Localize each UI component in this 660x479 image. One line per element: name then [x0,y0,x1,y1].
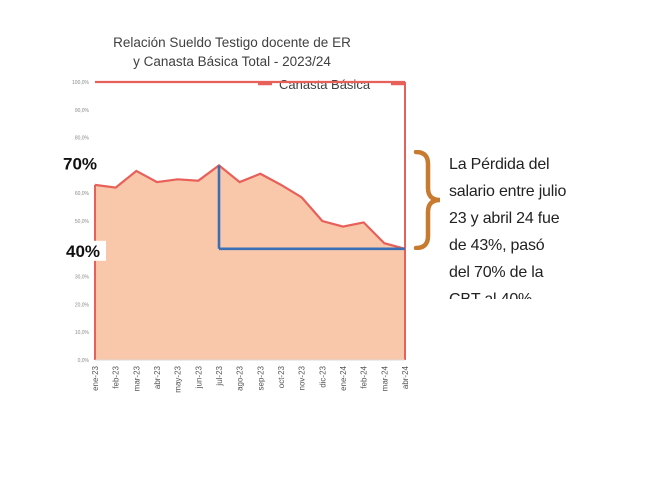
note-line-2: salario entre julio [449,183,567,200]
x-tick-label: sep-23 [256,365,265,390]
x-tick-label: ene-24 [339,365,348,390]
note-line-5: del 70% de la [449,264,544,281]
y-tick-label: 60,0% [75,191,90,197]
curly-brace-icon [413,150,441,250]
x-tick-label: may-23 [174,365,183,392]
high-value-label: 70% [63,154,97,173]
y-tick-label: 0,0% [78,358,90,364]
legend-label: Canasta Básica [279,77,371,92]
x-tick-label: ene-23 [91,365,100,390]
x-tick-label: abr-24 [401,365,410,389]
x-tick-label: oct-23 [277,365,286,388]
x-tick-label: dic-23 [318,365,327,387]
loss-note: La Pérdida del salario entre julio 23 y … [449,151,619,299]
x-tick-label: abr-23 [153,365,162,389]
note-line-1: La Pérdida del [449,156,550,173]
note-line-6: CBT al 40% [449,286,619,299]
area-fill [95,165,405,360]
x-tick-label: feb-24 [360,365,369,388]
x-tick-label: mar-23 [132,365,141,391]
high-label-bg [62,153,102,174]
x-tick-label: ago-23 [236,365,245,390]
chart-title: Relación Sueldo Testigo docente de ER y … [113,35,351,69]
y-tick-label: 80,0% [75,136,90,142]
low-value-label: 40% [66,242,100,261]
y-tick-label: 20,0% [75,302,90,308]
chart-title-line-2: y Canasta Básica Total - 2023/24 [133,54,331,69]
low-label-bg [64,240,106,261]
y-tick-label: 10,0% [75,330,90,336]
legend: Canasta Básica [258,77,405,92]
note-line-3: 23 y abril 24 fue [449,210,560,227]
x-tick-label: nov-23 [298,365,307,390]
plot-area: 0,0%10,0%20,0%30,0%40,0%50,0%60,0%70,0%8… [62,80,410,393]
chart-title-line-1: Relación Sueldo Testigo docente de ER [113,35,351,50]
x-tick-label: jun-23 [194,365,203,389]
note-line-4: de 43%, pasó [449,237,545,254]
y-tick-label: 90,0% [75,108,90,114]
x-tick-label: feb-23 [112,365,121,388]
series-line-salary [94,164,406,250]
y-tick-label: 30,0% [75,275,90,281]
x-tick-label: mar-24 [380,365,389,391]
y-tick-label: 100,0% [72,80,90,86]
y-tick-label: 50,0% [75,219,90,225]
x-tick-label: jul-23 [215,365,224,386]
